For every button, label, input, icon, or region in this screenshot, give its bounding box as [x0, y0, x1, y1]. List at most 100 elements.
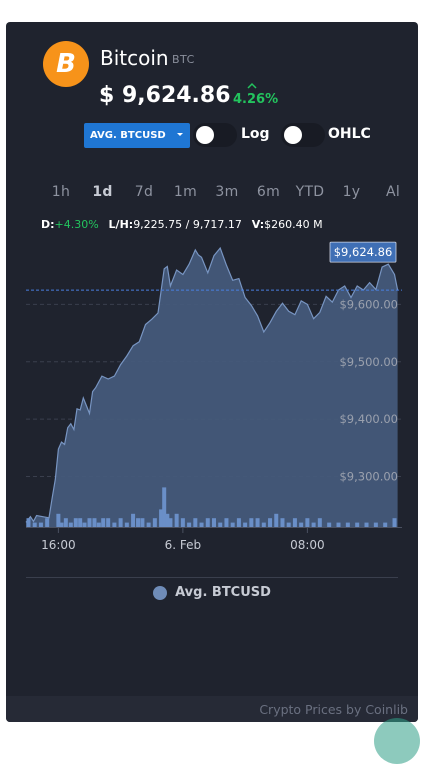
coin-widget: B Bitcoin BTC $ 9,624.86 4.26% AVG. BTCU… — [6, 22, 418, 722]
volume-bar — [159, 509, 164, 527]
volume-bar — [124, 522, 129, 527]
range-tab-7d[interactable]: 7d — [134, 184, 154, 200]
volume-bar — [317, 518, 322, 527]
current-price-badge — [329, 241, 397, 263]
range-tab-1d[interactable]: 1d — [92, 184, 113, 200]
range-tab-1h[interactable]: 1h — [51, 184, 71, 200]
volume-bar — [383, 522, 388, 527]
volume-bar — [327, 522, 332, 527]
up-arrow-icon — [247, 82, 257, 89]
price-line — [25, 246, 399, 523]
legend-dot — [153, 585, 168, 600]
volume-bar — [205, 518, 210, 527]
y-tick-label: $9,500.00 — [339, 355, 398, 369]
caret-down-icon — [177, 133, 183, 136]
range-tab-1m[interactable]: 1m — [173, 184, 198, 200]
day-change-value: +4.30% — [54, 218, 99, 231]
volume-bar — [101, 518, 106, 527]
coin-symbol: BTC — [172, 53, 195, 66]
volume-bar — [38, 522, 43, 527]
ohlc-toggle-knob — [284, 126, 302, 144]
log-toggle[interactable] — [193, 123, 237, 147]
volume-bar — [292, 518, 297, 527]
volume-bar — [63, 518, 68, 527]
footer-credit-link[interactable]: Crypto Prices by Coinlib — [259, 702, 408, 717]
legend-label: Avg. BTCUSD — [175, 585, 271, 600]
price-chart[interactable]: $9,300.00 $9,400.00 $9,500.00 $9,600.00 $9,6… — [6, 237, 418, 582]
price-stats: D:+4.30% L/H:9,225.75 / 9,717.17 V:$260.… — [41, 218, 323, 231]
ohlc-toggle[interactable] — [281, 123, 325, 147]
low-high-label: L/H: — [108, 218, 134, 231]
volume-bar — [199, 522, 204, 527]
volume-bar — [261, 522, 266, 527]
footer: Crypto Prices by Coinlib — [6, 696, 418, 722]
volume-bar — [112, 522, 117, 527]
current-price-label: $9,624.86 — [334, 245, 393, 259]
volume-bar — [162, 487, 167, 527]
volume-bar — [59, 522, 64, 527]
volume-bar — [106, 518, 111, 527]
volume-bar — [140, 518, 145, 527]
market-select-label: AVG. BTCUSD — [90, 130, 166, 141]
volume-bar — [392, 518, 397, 527]
volume-bar — [268, 518, 273, 527]
volume-bar — [305, 518, 310, 527]
chart-legend[interactable]: Avg. BTCUSD — [6, 585, 418, 600]
volume-bar — [299, 522, 304, 527]
y-tick-label: $9,300.00 — [339, 470, 398, 484]
x-tick-label: 6. Feb — [165, 538, 202, 552]
volume-bar — [174, 513, 179, 527]
volume-bar — [165, 513, 170, 527]
volume-bar — [131, 513, 136, 527]
range-tab-al[interactable]: Al — [385, 184, 401, 200]
volume-bar — [355, 522, 360, 527]
range-tab-3m[interactable]: 3m — [215, 184, 239, 200]
range-tab-ytd[interactable]: YTD — [295, 184, 325, 200]
x-tick-label: 16:00 — [41, 538, 76, 552]
volume-bar — [345, 522, 350, 527]
volume-bar — [286, 522, 291, 527]
bitcoin-logo-letter: B — [56, 49, 76, 79]
volume-bar — [96, 522, 101, 527]
volume-bar — [152, 518, 157, 527]
volume-bar — [146, 522, 151, 527]
volume-bar — [180, 518, 185, 527]
volume-bar — [118, 518, 123, 527]
volume-bar — [280, 518, 285, 527]
volume-bar — [255, 518, 260, 527]
low-high-value: 9,225.75 / 9,717.17 — [133, 218, 242, 231]
volume-bar — [56, 513, 61, 527]
volume-bar — [68, 522, 73, 527]
volume-bar — [212, 518, 216, 527]
y-tick-label: $9,400.00 — [339, 412, 398, 426]
volume-bar — [230, 522, 235, 527]
volume-bar — [249, 518, 254, 527]
volume-bar — [82, 522, 87, 527]
volume-bar — [187, 522, 192, 527]
volume-bar — [45, 518, 50, 527]
volume-bar — [373, 522, 378, 527]
log-toggle-knob — [196, 126, 214, 144]
range-tab-6m[interactable]: 6m — [256, 184, 281, 200]
volume-bar — [136, 518, 141, 527]
volume-bar — [168, 518, 173, 527]
volume-bar — [78, 518, 83, 527]
volume-bar — [336, 522, 341, 527]
price-change: 4.26% — [233, 92, 279, 107]
volume-label: V: — [251, 218, 265, 231]
market-select-button[interactable]: AVG. BTCUSD — [84, 123, 190, 148]
x-tick-label: 08:00 — [290, 538, 325, 552]
volume-bar — [224, 518, 229, 527]
volume-bar — [364, 522, 369, 527]
bitcoin-logo: B — [43, 41, 89, 87]
chat-bubble-icon[interactable] — [374, 718, 420, 764]
volume-bar — [236, 518, 241, 527]
ohlc-label: OHLC — [328, 126, 371, 142]
range-tab-1y[interactable]: 1y — [342, 184, 361, 200]
volume-bar — [32, 522, 37, 527]
volume-value: $260.40 M — [264, 218, 323, 231]
volume-bar — [26, 518, 31, 527]
volume-bar — [274, 513, 279, 527]
volume-bar — [311, 522, 316, 527]
volume-bar — [218, 522, 223, 527]
